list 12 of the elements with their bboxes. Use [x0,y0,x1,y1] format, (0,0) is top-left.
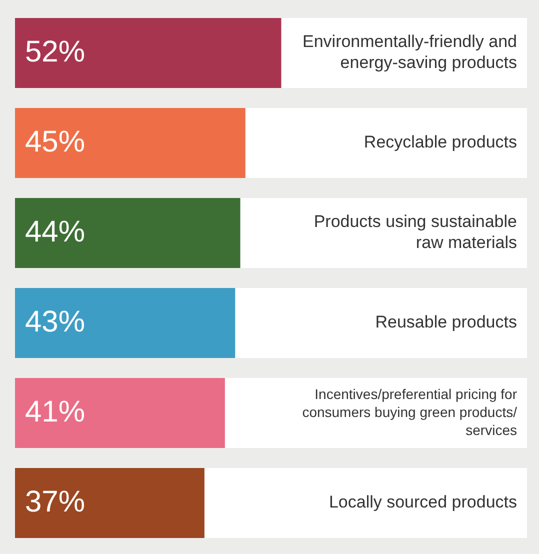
data-label: 37% [25,485,86,518]
y-tick-label: Products using sustainable raw materials [314,212,517,252]
data-label: 44% [25,215,86,248]
data-label: 43% [25,305,86,338]
y-tick-label: Locally sourced products [328,492,517,512]
y-tick-label: Environmentally-friendly and energy-saving products [302,32,517,72]
data-label: 52% [25,35,86,68]
data-label: 45% [25,125,86,158]
data-label: 41% [25,395,86,428]
y-tick-label: Reusable products [375,312,517,332]
y-tick-label: Recyclable products [364,132,517,152]
y-tick-label: Incentives/preferential pricing for consumers buying green products/ services [302,386,518,438]
